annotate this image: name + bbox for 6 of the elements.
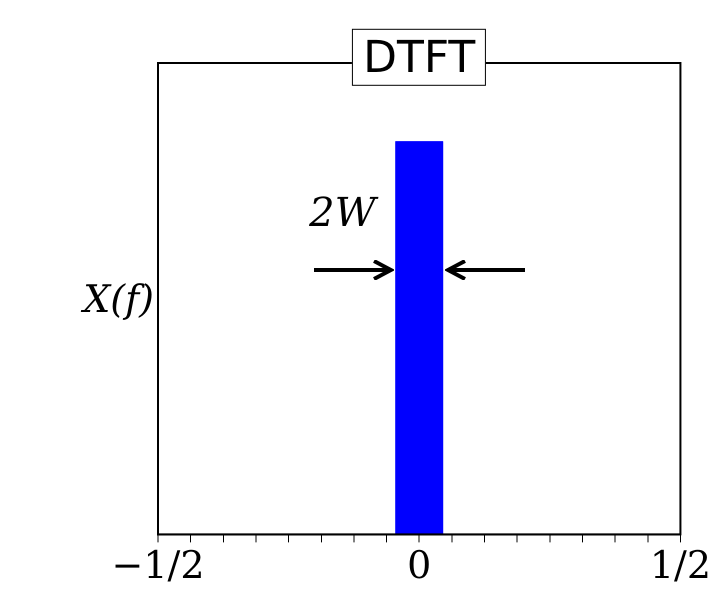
- chart-title: DTFT: [352, 28, 486, 86]
- x-tick-label: 0: [407, 543, 432, 588]
- y-axis-title: X(f): [83, 276, 154, 321]
- x-tick-label: 1/2: [650, 543, 711, 588]
- annotation: 2W: [309, 190, 376, 236]
- x-tick-label: −1/2: [112, 543, 204, 588]
